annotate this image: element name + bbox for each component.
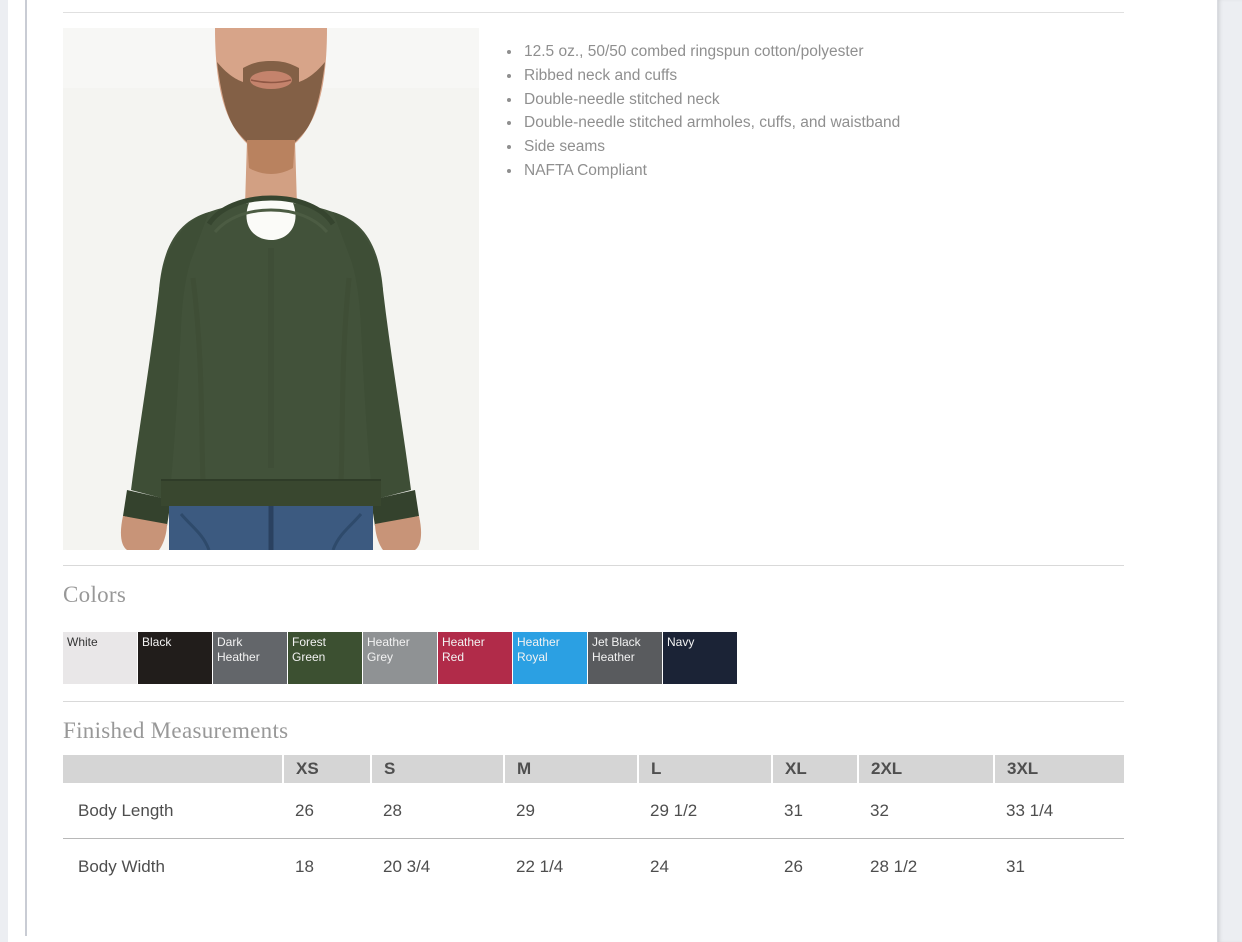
color-swatch-label: Black [142,635,172,649]
measurements-table: XS S M L XL 2XL 3XL Body Length 26 28 29 29 1/2 31 3… [63,755,1124,894]
measurement-value: 28 1/2 [870,856,918,876]
feature-item: Ribbed neck and cuffs [522,64,900,88]
measurements-heading: Finished Measurements [63,718,289,743]
feature-item: Double-needle stitched armholes, cuffs, … [522,111,900,135]
color-swatch-label: Heather Grey [367,635,410,664]
feature-item: Double-needle stitched neck [522,88,900,112]
measurement-value: 26 [283,783,371,839]
color-swatch-black[interactable]: Black [138,632,212,684]
color-swatch-dark-heather[interactable]: Dark Heather [213,632,287,684]
measurement-value: 31 [1006,856,1025,876]
measurement-value: 26 [784,856,803,876]
color-swatch-label: Heather Red [442,635,485,664]
measurement-value: 18 [295,856,314,876]
colors-heading: Colors [63,582,127,607]
colors-divider [63,565,1124,566]
page-gutter-left [0,0,8,942]
measurements-divider [63,701,1124,702]
color-swatch-navy[interactable]: Navy [663,632,737,684]
measurement-row: Body Width 18 20 3/4 22 1/4 24 26 28 1/2 31 [63,839,1124,895]
page-gutter-right [1217,0,1242,942]
size-column-header-2xl: 2XL [857,755,994,783]
color-swatch-white[interactable]: White [63,632,137,684]
measurement-value: 29 [504,783,638,839]
feature-list: 12.5 oz., 50/50 combed ringspun cotton/p… [492,40,900,183]
color-swatch-row: White Black Dark Heather Forest Green Heathe… [63,632,738,684]
product-photo [63,28,479,550]
measurement-value: 20 3/4 [383,856,431,876]
measurement-row-label: Body Width [78,856,165,876]
measurement-row: Body Length 26 28 29 29 1/2 31 32 33 1/4 [63,783,1124,839]
color-swatch-heather-red[interactable]: Heather Red [438,632,512,684]
color-swatch-forest-green[interactable]: Forest Green [288,632,362,684]
measurements-corner-cell [63,755,283,783]
measurements-body: Body Length 26 28 29 29 1/2 31 32 33 1/4 Body Wi… [63,783,1124,894]
color-swatch-label: Dark Heather [217,635,260,664]
size-column-header-m: M [503,755,638,783]
size-column-header-xl: XL [771,755,858,783]
measurement-value: 28 [371,783,504,839]
measurement-value: 24 [650,856,669,876]
measurement-value: 32 [858,783,994,839]
color-swatch-heather-royal[interactable]: Heather Royal [513,632,587,684]
top-divider [63,12,1124,13]
measurement-value: 31 [772,783,858,839]
panel-left-border [25,0,27,936]
color-swatch-heather-grey[interactable]: Heather Grey [363,632,437,684]
measurement-row-label: Body Length [63,783,283,839]
feature-item: NAFTA Compliant [522,159,900,183]
color-swatch-label: Jet Black Heather [592,635,641,664]
color-swatch-label: Navy [667,635,695,649]
feature-item: Side seams [522,135,900,159]
feature-item: 12.5 oz., 50/50 combed ringspun cotton/p… [522,40,900,64]
measurements-header-row: XS S M L XL 2XL 3XL [63,755,1124,783]
size-column-header-s: S [370,755,504,783]
measurement-value: 29 1/2 [638,783,772,839]
size-column-header-xs: XS [282,755,371,783]
color-swatch-jet-black-heather[interactable]: Jet Black Heather [588,632,662,684]
measurement-value: 33 1/4 [994,783,1124,839]
color-swatch-label: Heather Royal [517,635,560,664]
size-column-header-3xl: 3XL [993,755,1124,783]
color-swatch-label: Forest Green [292,635,327,664]
color-swatch-label: White [67,635,98,649]
measurement-value: 22 1/4 [516,856,564,876]
size-column-header-l: L [637,755,772,783]
